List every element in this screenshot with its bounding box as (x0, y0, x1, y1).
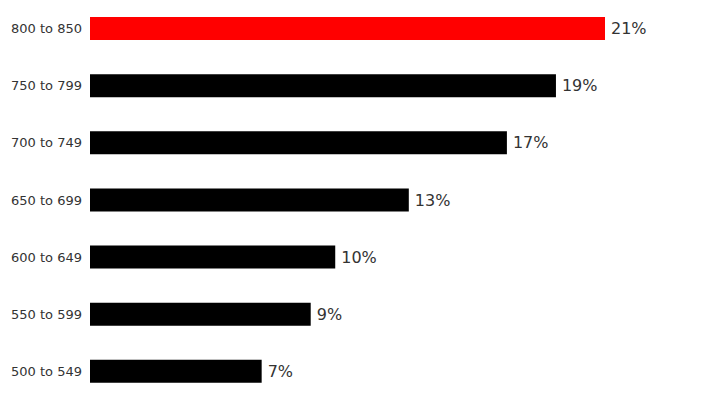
svg-text:550 to 599: 550 to 599 (11, 307, 82, 322)
svg-text:800 to 850: 800 to 850 (11, 21, 82, 36)
svg-text:9%: 9% (317, 305, 342, 324)
svg-text:750 to 799: 750 to 799 (11, 78, 82, 93)
svg-text:700 to 749: 700 to 749 (11, 135, 82, 150)
svg-text:600 to 649: 600 to 649 (11, 250, 82, 265)
svg-text:10%: 10% (341, 248, 377, 267)
svg-text:650 to 699: 650 to 699 (11, 193, 82, 208)
svg-text:500 to 549: 500 to 549 (11, 364, 82, 379)
svg-text:17%: 17% (513, 133, 549, 152)
svg-text:7%: 7% (268, 362, 293, 381)
svg-text:13%: 13% (415, 191, 451, 210)
svg-text:21%: 21% (611, 19, 647, 38)
svg-text:19%: 19% (562, 76, 598, 95)
